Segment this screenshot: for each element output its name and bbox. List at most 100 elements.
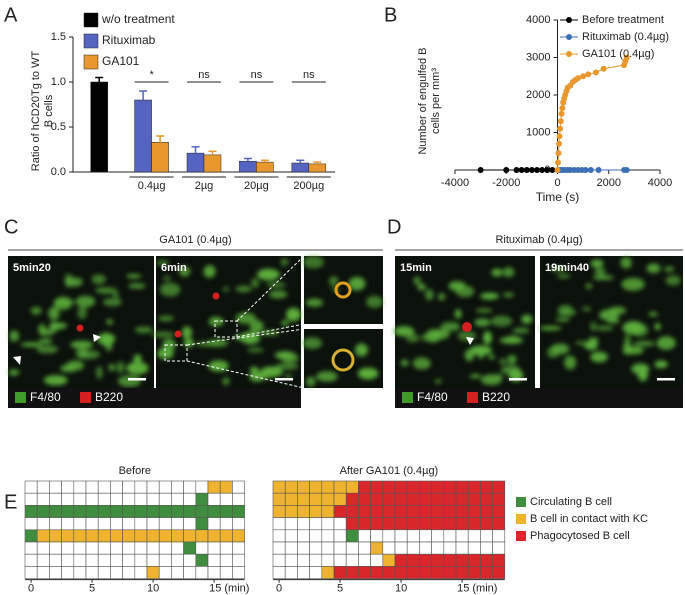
cell — [146, 517, 160, 531]
b-cell — [76, 324, 84, 332]
legend-swatch — [516, 497, 526, 507]
cell — [394, 553, 408, 567]
macrophage — [126, 274, 142, 279]
x-axis-label: Time (s) — [536, 190, 580, 204]
macrophage — [53, 296, 72, 310]
macrophage — [539, 326, 562, 331]
cell — [195, 529, 209, 543]
macrophage — [275, 362, 299, 370]
cell — [49, 492, 62, 506]
macrophage — [163, 275, 171, 281]
macrophage — [280, 258, 289, 267]
cell — [394, 505, 408, 518]
time-label: 19min40 — [545, 262, 589, 274]
cell — [382, 480, 396, 494]
macrophage — [592, 275, 614, 280]
cell — [467, 492, 481, 506]
cell — [345, 553, 359, 567]
cell — [122, 541, 136, 555]
x-tick-label: 2µg — [195, 180, 214, 192]
macrophage — [108, 363, 116, 371]
cell — [492, 566, 506, 579]
cell — [134, 553, 148, 567]
macrophage — [454, 309, 462, 319]
legend-label: Rituximab — [102, 33, 156, 47]
legend-label: w/o treatment — [101, 12, 175, 26]
macrophage — [181, 326, 193, 340]
cell — [309, 553, 323, 567]
cell — [297, 553, 310, 567]
cell — [309, 492, 323, 506]
macrophage — [305, 376, 316, 387]
panel-label: C — [4, 216, 18, 238]
cell — [467, 566, 481, 579]
macrophage — [260, 330, 280, 336]
macrophage — [483, 331, 492, 345]
macrophage — [637, 367, 649, 382]
cell — [297, 492, 310, 506]
significance-label: ns — [251, 69, 263, 81]
macrophage — [38, 323, 46, 336]
cell — [370, 529, 384, 543]
cell — [110, 480, 123, 494]
y-tick-label: 3000 — [526, 51, 550, 63]
y-axis-label: Number of engulfed B cells per mm³ — [417, 47, 442, 155]
macrophage — [203, 265, 216, 278]
macrophage — [581, 306, 592, 311]
macrophage — [286, 307, 301, 322]
cell — [333, 566, 347, 579]
cell — [61, 492, 75, 506]
macrophage — [247, 347, 264, 353]
b-cell — [174, 330, 182, 338]
cell — [492, 505, 506, 518]
cell — [61, 529, 75, 543]
y-tick-label: 0.5 — [51, 121, 66, 133]
macrophage — [116, 361, 125, 374]
cell — [333, 529, 347, 543]
x-tick-label: 15 (min) — [209, 583, 249, 595]
cell — [284, 566, 298, 579]
cell — [345, 566, 359, 579]
cell — [61, 541, 75, 555]
cell — [219, 553, 233, 567]
cell — [146, 492, 160, 506]
cell — [345, 541, 359, 555]
cell — [492, 553, 506, 567]
cell — [195, 541, 209, 555]
macrophage — [157, 315, 174, 322]
cell — [36, 566, 50, 579]
cell — [382, 517, 396, 531]
cell — [73, 480, 87, 494]
macrophage — [469, 373, 482, 379]
cell — [297, 505, 310, 518]
cell — [36, 541, 50, 555]
cell — [36, 480, 50, 494]
macrophage — [235, 285, 252, 293]
cell — [49, 553, 62, 567]
point — [580, 73, 587, 80]
macrophage — [599, 309, 619, 321]
cell — [134, 566, 148, 579]
cell — [492, 529, 506, 543]
cell — [394, 517, 408, 531]
cell — [382, 566, 396, 579]
cell — [443, 566, 457, 579]
cell — [455, 529, 469, 543]
y-tick-label: 2000 — [526, 89, 550, 101]
x-tick-label: 0 — [28, 583, 34, 595]
macrophage — [433, 328, 450, 340]
cell — [455, 566, 469, 579]
cell — [110, 505, 123, 518]
y-tick-label: 1.0 — [51, 76, 66, 88]
cell — [207, 517, 221, 531]
cell — [195, 553, 209, 567]
cell — [232, 517, 245, 531]
legend-swatch — [83, 12, 99, 28]
cell — [195, 480, 209, 494]
legend-marker — [566, 34, 572, 40]
macrophage — [106, 319, 113, 325]
macrophage — [302, 255, 325, 269]
macrophage — [665, 275, 681, 286]
cell — [382, 529, 396, 543]
point — [582, 167, 589, 173]
